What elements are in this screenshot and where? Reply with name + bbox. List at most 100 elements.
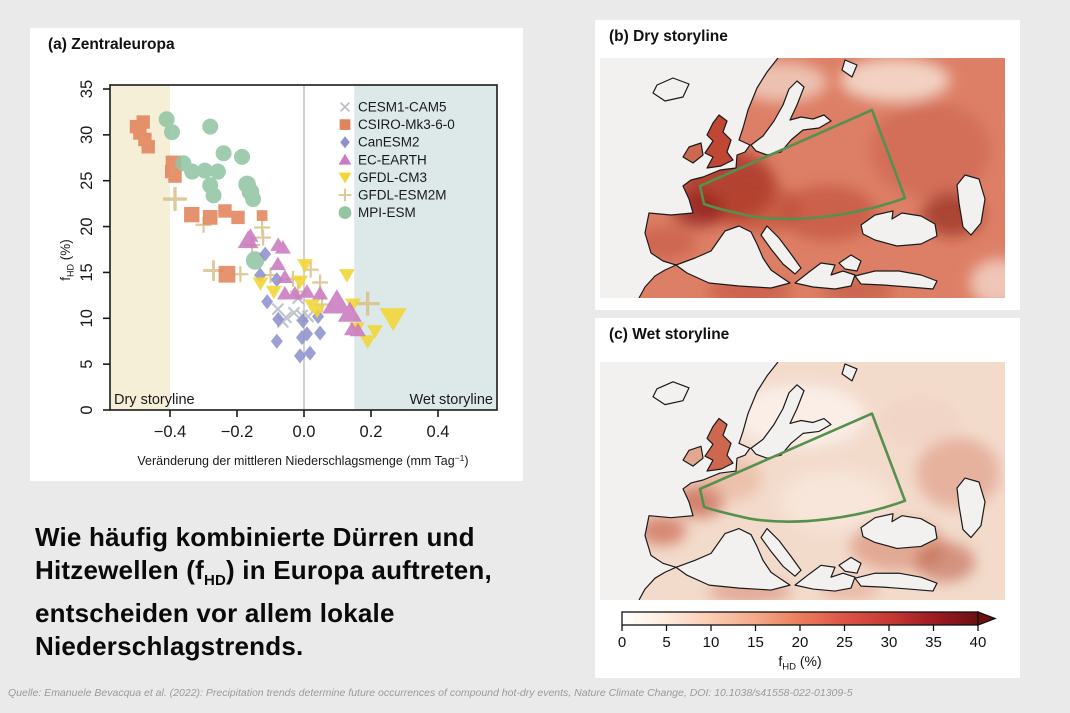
legend-label: CanESM2	[358, 135, 420, 150]
scatter-point	[245, 191, 262, 208]
legend: CESM1-CAM5 CSIRO-Mk3-6-0 CanESM2 EC-EARTH GF…	[338, 100, 455, 220]
scatter-point	[349, 322, 366, 337]
scatter-point	[367, 325, 384, 339]
series-MPI-ESM	[158, 111, 265, 270]
scatter-point	[168, 169, 182, 183]
y-axis-tick-label: 20	[78, 217, 96, 235]
scatter-point	[291, 275, 308, 290]
scatter-point	[164, 124, 181, 141]
x-axis-tick-label: −0.4	[154, 423, 187, 441]
scatter-point	[287, 306, 301, 320]
ireland	[682, 142, 704, 164]
scatter-point	[355, 291, 380, 316]
mediterranean-sea	[675, 528, 791, 591]
scatter-point	[337, 301, 362, 322]
scatter-point	[234, 148, 251, 165]
colorbar-arrow	[977, 611, 997, 626]
scatter-point	[293, 348, 306, 364]
scatter-point	[215, 145, 232, 162]
scatter-point	[158, 111, 175, 128]
atlantic-coastline	[638, 58, 779, 298]
black-sea	[860, 513, 938, 550]
zentraleuropa-region-outline	[698, 412, 907, 523]
y-axis-title: fHD (%)	[58, 239, 76, 281]
scatter-point	[299, 284, 316, 298]
scatter-point	[272, 311, 285, 327]
scatter-plot: −0.4 −0.2 0.0 0.2 0.4 0 5 10 15 20 25 30 35 Veränderu…	[30, 28, 523, 481]
white-sea	[841, 363, 858, 382]
ireland	[682, 445, 704, 467]
figure-caption: Wie häufig kombinierte Dürren und Hitzew…	[35, 521, 565, 663]
scatter-point	[141, 140, 155, 154]
colorbar-tick-label: 15	[747, 634, 764, 651]
adriatic-sea	[760, 225, 802, 275]
series-CanESM2	[254, 246, 327, 364]
colorbar-tick-label: 30	[881, 634, 898, 651]
colorbar-tick-label: 10	[703, 634, 720, 651]
europe-map-dry	[600, 58, 1005, 298]
colorbar-title: fHD (%)	[778, 653, 821, 673]
black-sea	[860, 210, 938, 247]
legend-marker-square	[339, 119, 351, 130]
legend-marker-diamond	[340, 136, 350, 149]
wet-storyline-region	[354, 85, 497, 410]
europe-map-wet	[600, 362, 1005, 600]
caspian-sea	[956, 174, 986, 236]
scatter-point	[322, 289, 352, 314]
colorbar-tick-label: 0	[618, 634, 626, 651]
scatter-point	[379, 308, 407, 332]
scatter-point	[259, 246, 272, 262]
east-mediterranean	[854, 270, 938, 290]
legend-marker-plus	[338, 188, 352, 202]
scatter-point	[245, 251, 265, 270]
caption-line-4: Niederschlagstrends.	[35, 631, 304, 662]
scatter-point	[218, 204, 232, 218]
scatter-point	[202, 118, 219, 135]
x-axis-tick-label: 0.2	[360, 423, 383, 441]
y-axis-tick-label: 10	[78, 309, 96, 327]
scatter-point	[265, 285, 282, 300]
x-axis-tick-label: −0.2	[221, 423, 254, 441]
x-axis-tick-label: 0.4	[427, 423, 450, 441]
scatter-point	[309, 304, 326, 319]
scatter-point	[270, 272, 283, 288]
panel-a-scatter: −0.4 −0.2 0.0 0.2 0.4 0 5 10 15 20 25 30 35 Veränderu…	[30, 28, 523, 481]
scatter-point	[297, 259, 314, 273]
aegean-sea	[838, 254, 862, 272]
atlantic-coastline	[638, 362, 779, 600]
colorbar-gradient	[621, 611, 979, 626]
legend-marker-triangle-up	[338, 153, 352, 165]
wet-storyline-label: Wet storyline	[409, 392, 493, 408]
scatter-point	[269, 256, 286, 271]
fhd-colorbar: 0 5 10 15 20 25 30 35 40 fHD (%)	[595, 606, 1020, 678]
scatter-point	[209, 163, 226, 180]
scatter-point	[338, 269, 355, 283]
scatter-point	[196, 162, 213, 179]
colorbar-tick-label: 25	[836, 634, 853, 651]
scatter-point	[256, 210, 268, 221]
scatter-point	[276, 269, 293, 284]
ionian-sea	[794, 262, 856, 290]
y-axis-tick-label: 30	[78, 126, 96, 144]
scatter-point	[261, 294, 274, 310]
caspian-sea	[956, 477, 986, 539]
caption-fhd-subscript: HD	[203, 572, 227, 590]
scatter-point	[218, 265, 236, 283]
y-axis-tick-label: 25	[78, 172, 96, 190]
y-axis-tick-label: 35	[78, 80, 96, 98]
legend-label: CSIRO-Mk3-6-0	[358, 117, 455, 132]
scatter-point	[276, 286, 293, 300]
colorbar-tick-label: 35	[925, 634, 942, 651]
scatter-point	[231, 210, 245, 225]
panel-b-title: (b) Dry storyline	[609, 28, 728, 45]
legend-label: EC-EARTH	[358, 152, 427, 167]
scatter-point	[242, 228, 259, 242]
scatter-point	[163, 187, 188, 212]
series-GFDL-CM3	[252, 259, 407, 349]
zentraleuropa-region-outline	[698, 108, 907, 221]
scatter-point	[202, 210, 218, 225]
scatter-point	[255, 229, 272, 246]
ocean	[600, 58, 986, 298]
scatter-point	[312, 286, 329, 300]
